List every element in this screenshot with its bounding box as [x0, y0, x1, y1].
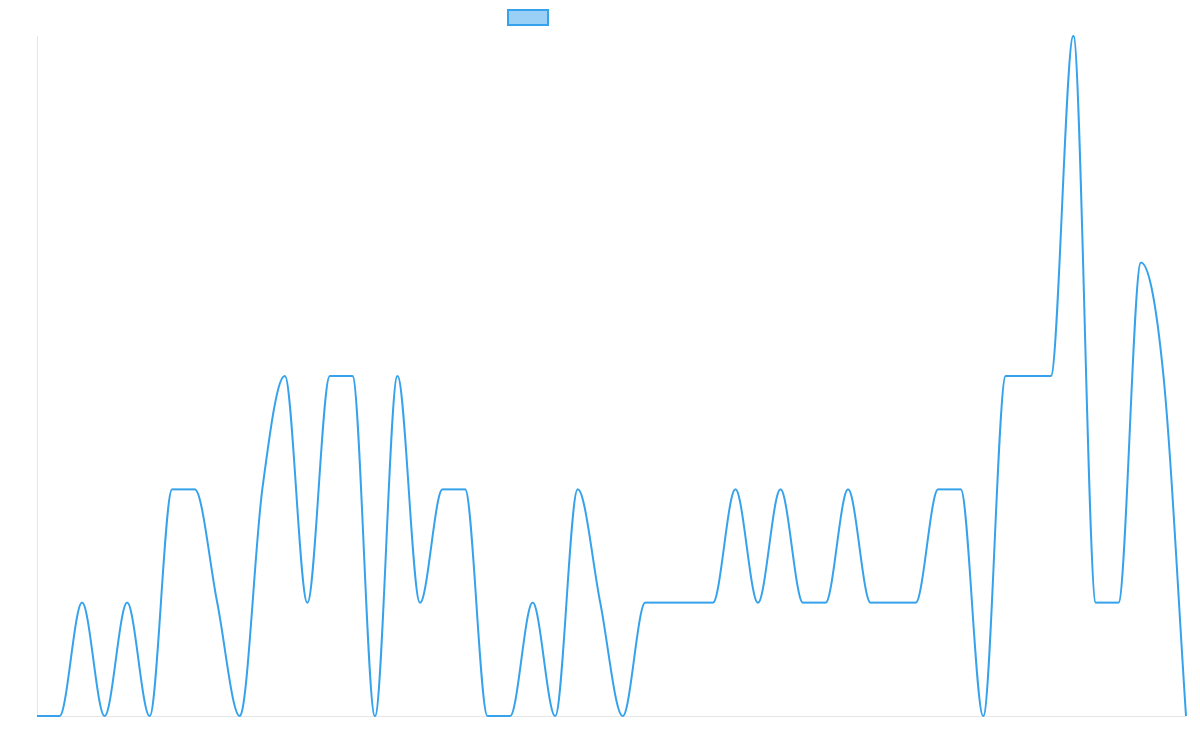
data-point[interactable] — [507, 713, 513, 719]
data-point[interactable] — [192, 486, 198, 492]
data-point[interactable] — [845, 486, 851, 492]
data-point[interactable] — [1138, 260, 1144, 266]
data-point[interactable] — [124, 600, 130, 606]
series-layer — [34, 33, 1189, 719]
data-point[interactable] — [147, 713, 153, 719]
data-point[interactable] — [1003, 373, 1009, 379]
data-point[interactable] — [1093, 600, 1099, 606]
data-point[interactable] — [1025, 373, 1031, 379]
data-point[interactable] — [800, 600, 806, 606]
data-point[interactable] — [823, 600, 829, 606]
data-point[interactable] — [890, 600, 896, 606]
data-point[interactable] — [868, 600, 874, 606]
data-point[interactable] — [755, 600, 761, 606]
data-point[interactable] — [34, 713, 40, 719]
data-point[interactable] — [575, 486, 581, 492]
data-point[interactable] — [282, 373, 288, 379]
data-point[interactable] — [642, 600, 648, 606]
data-point[interactable] — [1160, 373, 1166, 379]
data-point[interactable] — [665, 600, 671, 606]
data-point[interactable] — [79, 600, 85, 606]
data-point[interactable] — [169, 486, 175, 492]
data-point[interactable] — [57, 713, 63, 719]
data-point[interactable] — [372, 713, 378, 719]
data-point[interactable] — [349, 373, 355, 379]
data-point[interactable] — [1070, 33, 1076, 39]
data-point[interactable] — [417, 600, 423, 606]
data-point[interactable] — [530, 600, 536, 606]
legend-swatch[interactable] — [507, 9, 549, 26]
data-point[interactable] — [304, 600, 310, 606]
data-point[interactable] — [958, 486, 964, 492]
data-point[interactable] — [327, 373, 333, 379]
data-point[interactable] — [394, 373, 400, 379]
data-point[interactable] — [1048, 373, 1054, 379]
data-point[interactable] — [732, 486, 738, 492]
data-point[interactable] — [935, 486, 941, 492]
data-point[interactable] — [552, 713, 558, 719]
series-line — [37, 34, 1187, 718]
data-point[interactable] — [620, 713, 626, 719]
data-point[interactable] — [597, 600, 603, 606]
data-point[interactable] — [1115, 600, 1121, 606]
data-point[interactable] — [102, 713, 108, 719]
data-point[interactable] — [462, 486, 468, 492]
data-point[interactable] — [980, 713, 986, 719]
data-point[interactable] — [777, 486, 783, 492]
data-point[interactable] — [485, 713, 491, 719]
data-point[interactable] — [259, 486, 265, 492]
data-point[interactable] — [1183, 713, 1189, 719]
data-point[interactable] — [237, 713, 243, 719]
data-point[interactable] — [913, 600, 919, 606]
data-point[interactable] — [440, 486, 446, 492]
data-point[interactable] — [214, 600, 220, 606]
data-point[interactable] — [687, 600, 693, 606]
data-point[interactable] — [710, 600, 716, 606]
